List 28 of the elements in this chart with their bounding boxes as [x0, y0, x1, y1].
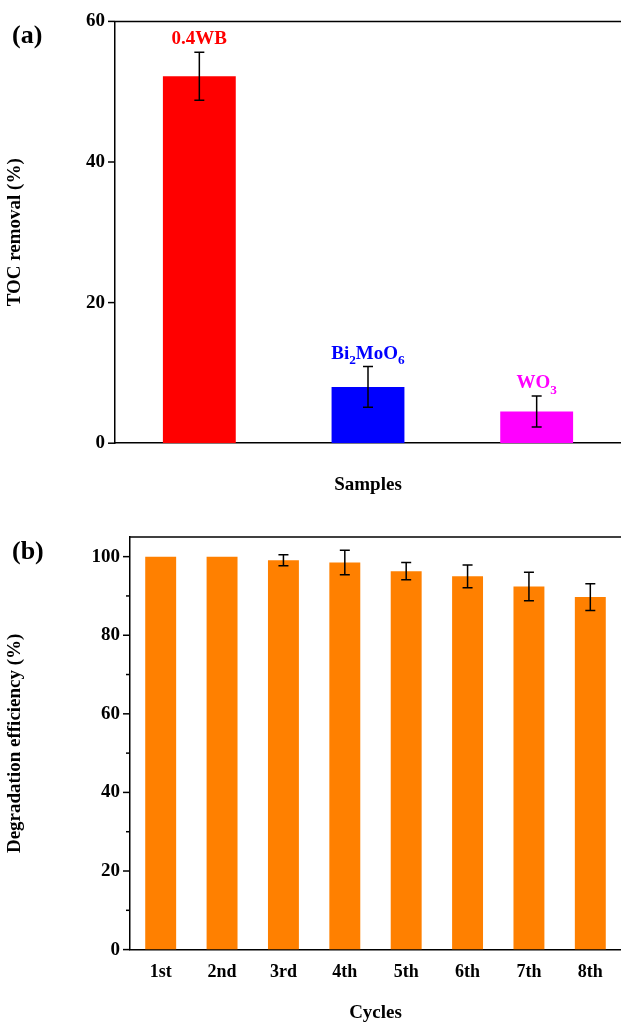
bar [162, 76, 236, 444]
y-tick-label: 20 [101, 858, 120, 880]
y-tick-label: 20 [86, 290, 105, 312]
y-tick-label: 60 [101, 701, 120, 723]
y-tick-label: 80 [101, 623, 120, 645]
x-tick-label: 6th [455, 961, 481, 982]
y-tick-label: 60 [86, 9, 105, 31]
x-tick-label: 1st [149, 961, 172, 982]
y-tick-label: 40 [86, 149, 105, 171]
x-tick-label: 3rd [269, 961, 297, 982]
x-tick-label: 2nd [207, 961, 237, 982]
x-tick-label: 0.4WB [171, 27, 228, 49]
y-tick-label: 0 [110, 937, 120, 959]
x-tick-label: 8th [577, 961, 603, 982]
y-axis-title: TOC removal (%) [3, 158, 26, 307]
x-tick-label: 7th [516, 961, 542, 982]
bar [331, 386, 405, 444]
chart-title: (a) [12, 20, 43, 50]
x-tick-label: 4th [332, 961, 358, 982]
bar [500, 411, 574, 444]
x-axis-title: Samples [334, 472, 402, 494]
x-tick-label: 5th [393, 961, 419, 982]
y-tick-label: 100 [91, 544, 120, 566]
y-axis-title: Degradation efficiency (%) [3, 633, 26, 854]
chart-title: (b) [12, 536, 44, 565]
x-axis-title: Cycles [349, 1000, 402, 1022]
y-tick-label: 40 [101, 780, 120, 802]
y-tick-label: 0 [95, 431, 105, 453]
